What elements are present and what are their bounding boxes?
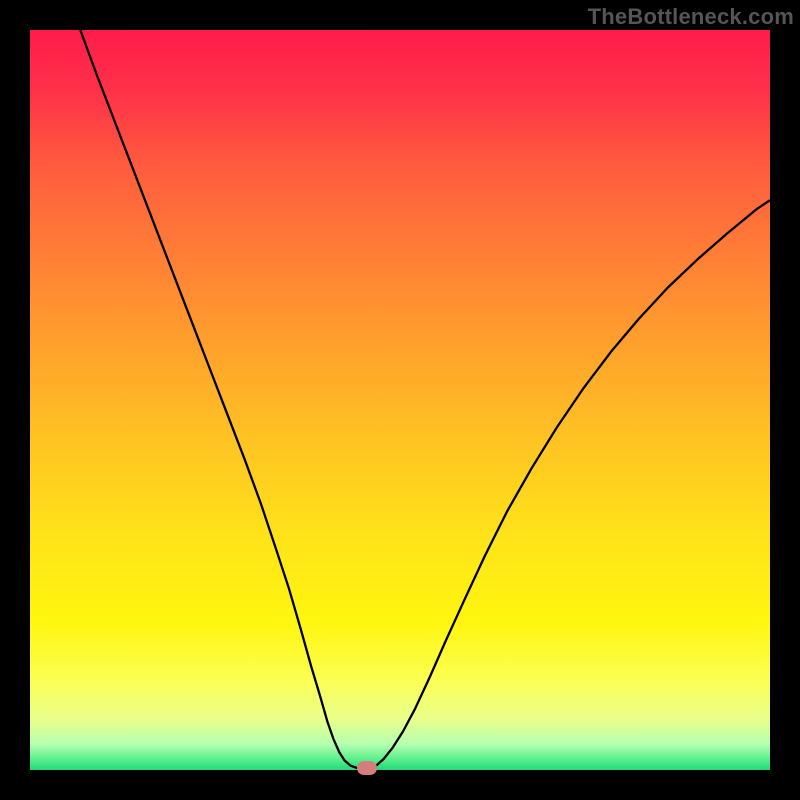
chart-plot-area bbox=[30, 30, 770, 770]
watermark-text: TheBottleneck.com bbox=[588, 4, 794, 30]
chart-root: TheBottleneck.com bbox=[0, 0, 800, 800]
optimal-point-marker bbox=[357, 761, 377, 775]
